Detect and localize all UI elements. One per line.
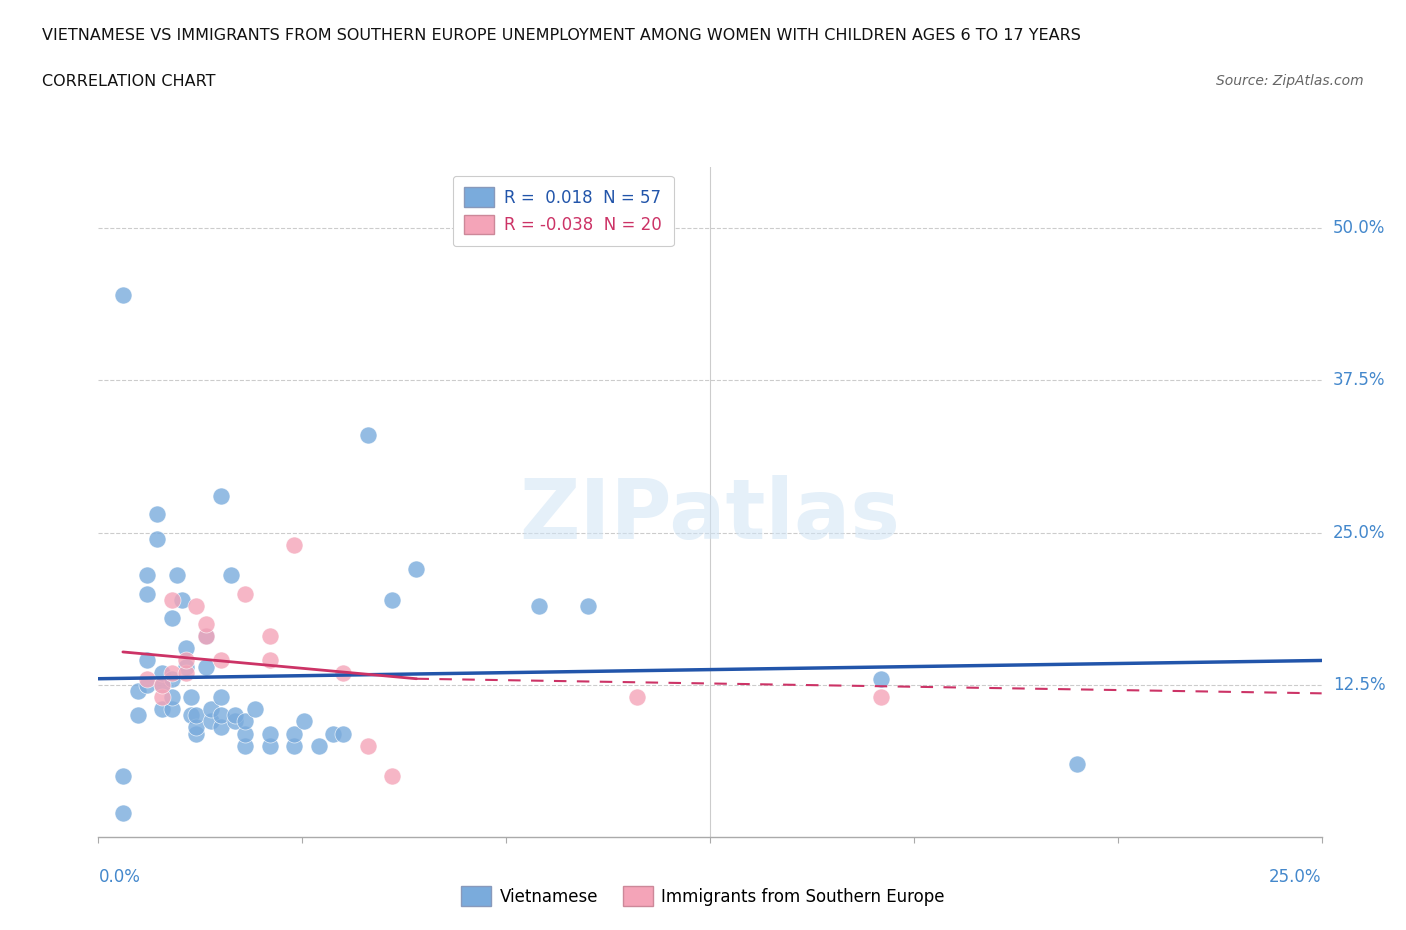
Point (160, 592, 183, 607)
Point (626, 689, 648, 704)
Point (170, 592, 193, 607)
Legend: R =  0.018  N = 57, R = -0.038  N = 20: R = 0.018 N = 57, R = -0.038 N = 20 (453, 176, 673, 246)
Point (381, 769, 404, 784)
Point (224, 708, 246, 723)
Point (136, 671, 159, 686)
Point (136, 653, 159, 668)
Point (224, 714, 246, 729)
Point (150, 677, 173, 692)
Point (200, 702, 222, 717)
Point (332, 726, 354, 741)
Point (176, 653, 198, 668)
Point (259, 726, 281, 741)
Point (111, 805, 134, 820)
Point (322, 726, 344, 741)
Point (259, 629, 281, 644)
Point (259, 738, 281, 753)
Point (233, 726, 256, 741)
Text: 37.5%: 37.5% (1333, 371, 1385, 390)
Point (283, 726, 305, 741)
Point (186, 720, 208, 735)
Point (111, 287, 134, 302)
Text: 0.0%: 0.0% (98, 868, 141, 885)
Point (176, 659, 198, 674)
Point (111, 769, 134, 784)
Text: 25.0%: 25.0% (1333, 524, 1385, 541)
Point (200, 714, 222, 729)
Point (160, 689, 183, 704)
Point (160, 665, 183, 680)
Point (283, 738, 305, 753)
Point (186, 708, 208, 723)
Text: VIETNAMESE VS IMMIGRANTS FROM SOUTHERN EUROPE UNEMPLOYMENT AMONG WOMEN WITH CHIL: VIETNAMESE VS IMMIGRANTS FROM SOUTHERN E… (42, 28, 1081, 43)
Text: Source: ZipAtlas.com: Source: ZipAtlas.com (1216, 74, 1364, 88)
Point (146, 531, 169, 546)
Point (195, 629, 218, 644)
Point (136, 586, 159, 601)
Point (870, 689, 893, 704)
Point (160, 702, 183, 717)
Point (209, 720, 232, 735)
Point (150, 702, 173, 717)
Point (195, 629, 218, 644)
Point (186, 726, 208, 741)
Point (180, 708, 202, 723)
Point (405, 562, 427, 577)
Point (259, 653, 281, 668)
Point (180, 689, 202, 704)
Point (176, 665, 198, 680)
Text: ZIPatlas: ZIPatlas (520, 475, 900, 556)
Text: 50.0%: 50.0% (1333, 219, 1385, 237)
Point (136, 677, 159, 692)
Point (233, 738, 256, 753)
Point (195, 659, 218, 674)
Point (146, 507, 169, 522)
Point (150, 689, 173, 704)
Point (150, 665, 173, 680)
Point (356, 738, 378, 753)
Point (127, 684, 149, 698)
Point (127, 708, 149, 723)
Point (209, 708, 232, 723)
Point (150, 677, 173, 692)
Point (160, 671, 183, 686)
Text: CORRELATION CHART: CORRELATION CHART (42, 74, 215, 89)
Point (381, 592, 404, 607)
Point (243, 702, 266, 717)
Point (332, 665, 354, 680)
Point (283, 538, 305, 552)
Legend: Vietnamese, Immigrants from Southern Europe: Vietnamese, Immigrants from Southern Eur… (454, 880, 952, 912)
Point (292, 714, 315, 729)
Point (233, 586, 256, 601)
Point (527, 598, 550, 613)
Point (308, 738, 330, 753)
Point (209, 488, 232, 503)
Point (166, 568, 188, 583)
Point (870, 671, 893, 686)
Point (195, 617, 218, 631)
Point (209, 689, 232, 704)
Point (576, 598, 599, 613)
Point (356, 428, 378, 443)
Text: 12.5%: 12.5% (1333, 676, 1385, 694)
Text: 25.0%: 25.0% (1270, 868, 1322, 885)
Point (136, 568, 159, 583)
Point (219, 568, 242, 583)
Point (1066, 756, 1088, 771)
Point (233, 714, 256, 729)
Point (186, 598, 208, 613)
Point (160, 610, 183, 625)
Point (176, 641, 198, 656)
Point (209, 653, 232, 668)
